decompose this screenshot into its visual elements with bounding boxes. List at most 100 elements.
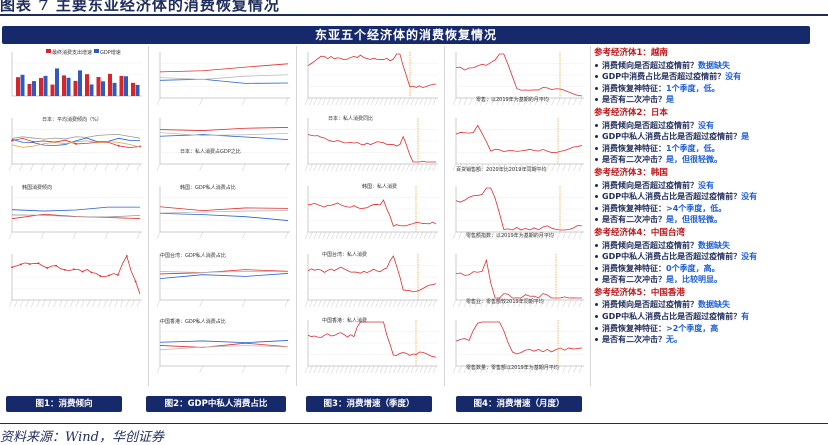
x-tick	[326, 97, 331, 106]
x-tick	[75, 299, 79, 308]
x-tick	[344, 97, 348, 106]
bar-consumption	[96, 77, 101, 96]
x-tick	[108, 299, 113, 308]
series-line	[159, 270, 289, 273]
criterion-answer: 没有	[698, 120, 714, 130]
criterion-item: 消费倾向是否超过疫情前？数据缺失	[594, 299, 824, 311]
x-tick	[322, 97, 326, 106]
x-tick	[92, 299, 96, 308]
x-tick	[136, 299, 141, 308]
x-tick	[397, 97, 401, 106]
chart-taiwan-share: 中国台湾：GDP私人消费占比	[150, 248, 294, 310]
x-tick	[94, 163, 98, 172]
x-tick	[357, 97, 362, 106]
chart-title: 中国台湾：GDP私人消费占比	[160, 253, 226, 259]
chart-vn-retail	[298, 46, 442, 108]
x-tick	[362, 97, 366, 106]
x-tick	[353, 365, 357, 374]
chart-korea-share: 韩国：GDP私人消费占比	[150, 180, 294, 242]
x-tick	[452, 231, 457, 240]
x-tick	[72, 163, 77, 172]
x-tick	[19, 163, 23, 172]
series-marker	[75, 143, 77, 145]
line-chart-svg	[452, 186, 584, 240]
x-tick	[344, 365, 348, 374]
x-tick	[415, 299, 419, 308]
chart-hk-monthly: 零售数量：零售额以2019年为基期月平均	[446, 314, 588, 376]
x-tick	[518, 97, 522, 106]
series-marker	[64, 269, 66, 271]
x-tick	[353, 231, 357, 240]
x-tick	[31, 299, 35, 308]
x-tick	[353, 97, 357, 106]
series-marker	[11, 139, 13, 142]
x-tick	[428, 365, 432, 374]
x-tick	[428, 97, 432, 106]
x-tick	[199, 163, 203, 172]
line-chart-svg	[156, 186, 290, 240]
x-tick	[551, 97, 555, 106]
x-tick	[322, 299, 326, 308]
x-tick	[545, 97, 550, 106]
x-tick	[573, 365, 577, 374]
x-tick	[353, 163, 357, 172]
x-tick	[156, 365, 161, 374]
legend-gdp: GDP增速	[100, 50, 121, 56]
x-tick	[340, 97, 344, 106]
bar-consumption	[131, 82, 135, 96]
criterion-item: 消费恢复神特征：1个季度，低。	[594, 143, 824, 155]
x-tick	[480, 97, 484, 106]
bar-gdp	[32, 81, 36, 96]
bar-gdp	[124, 76, 128, 96]
x-tick	[393, 97, 397, 106]
title-divider	[0, 14, 828, 16]
series-marker	[81, 270, 84, 273]
x-tick	[540, 299, 544, 308]
series-marker	[20, 263, 22, 266]
x-tick	[51, 163, 55, 172]
x-tick	[469, 163, 473, 172]
x-tick	[496, 97, 501, 106]
series-line	[159, 74, 289, 80]
x-tick	[318, 231, 322, 240]
criterion-question: 是否有二次冲击？	[602, 95, 666, 105]
x-tick	[309, 365, 313, 374]
x-tick	[410, 231, 415, 240]
criterion-question: 是否有二次冲击？	[602, 335, 666, 345]
x-tick	[284, 231, 289, 240]
x-tick	[507, 231, 511, 240]
series-line	[159, 269, 289, 275]
economy-heading: 参考经济体4：中国台湾	[594, 228, 824, 240]
x-tick	[573, 97, 577, 106]
x-tick	[502, 231, 506, 240]
x-tick	[30, 163, 34, 172]
x-tick	[469, 231, 473, 240]
x-tick	[491, 365, 495, 374]
x-tick	[518, 365, 522, 374]
x-tick	[42, 299, 46, 308]
x-tick	[326, 163, 331, 172]
banner-title: 东亚五个经济体的消费恢复情况	[2, 26, 810, 44]
chart-title: 日本：平均消费倾向（%）	[42, 117, 102, 123]
bar-gdp	[55, 68, 59, 96]
economy-heading-label: 参考经济体5：	[594, 287, 651, 298]
chart-kr-monthly: 零售额指数：以2019年为基期的月平均	[446, 180, 588, 242]
legend-swatch	[94, 49, 99, 53]
criterion-answer: 是	[741, 132, 750, 142]
bar-consumption	[39, 78, 43, 96]
x-tick	[524, 231, 528, 240]
criterion-question: 消费倾向是否超过疫情前？	[602, 240, 698, 250]
x-tick	[362, 231, 366, 240]
x-tick	[357, 299, 362, 308]
x-tick	[513, 97, 517, 106]
line-chart-svg	[8, 118, 142, 172]
x-tick	[335, 163, 340, 172]
x-tick	[463, 97, 468, 106]
x-tick	[458, 299, 462, 308]
x-tick	[502, 163, 506, 172]
x-tick	[371, 231, 375, 240]
x-tick	[136, 231, 141, 240]
criterion-answer: 0个季度，高。	[666, 263, 720, 273]
x-tick	[463, 163, 468, 172]
x-tick	[114, 299, 118, 308]
